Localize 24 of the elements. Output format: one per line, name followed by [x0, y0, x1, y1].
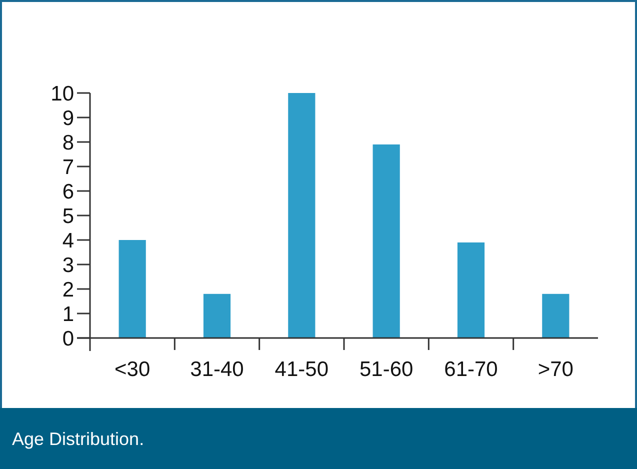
bar — [457, 242, 485, 338]
bar — [118, 240, 146, 338]
y-tick-label: 0 — [62, 327, 74, 350]
x-tick-label: 41-50 — [274, 358, 329, 381]
y-tick-label: 2 — [62, 278, 74, 302]
y-tick-label: 10 — [50, 82, 74, 106]
bar — [372, 144, 400, 338]
x-tick-label: 61-70 — [444, 358, 498, 381]
bar — [288, 93, 316, 338]
y-tick-label: 3 — [62, 254, 74, 277]
x-tick-label: 51-60 — [359, 358, 414, 381]
y-tick-label: 8 — [62, 131, 74, 154]
x-tick-label: <30 — [114, 358, 150, 381]
y-tick-label: 1 — [62, 302, 74, 326]
bar — [203, 294, 231, 338]
y-tick-label: 7 — [62, 156, 74, 179]
y-tick-label: 6 — [62, 180, 74, 204]
y-tick-label: 4 — [62, 229, 74, 252]
y-tick-label: 5 — [62, 204, 74, 228]
x-tick-label: 31-40 — [190, 358, 244, 381]
x-tick-label: >70 — [538, 358, 574, 381]
y-tick-label: 9 — [62, 106, 74, 130]
bar — [542, 294, 570, 338]
text: Age Distribution. — [12, 429, 144, 449]
